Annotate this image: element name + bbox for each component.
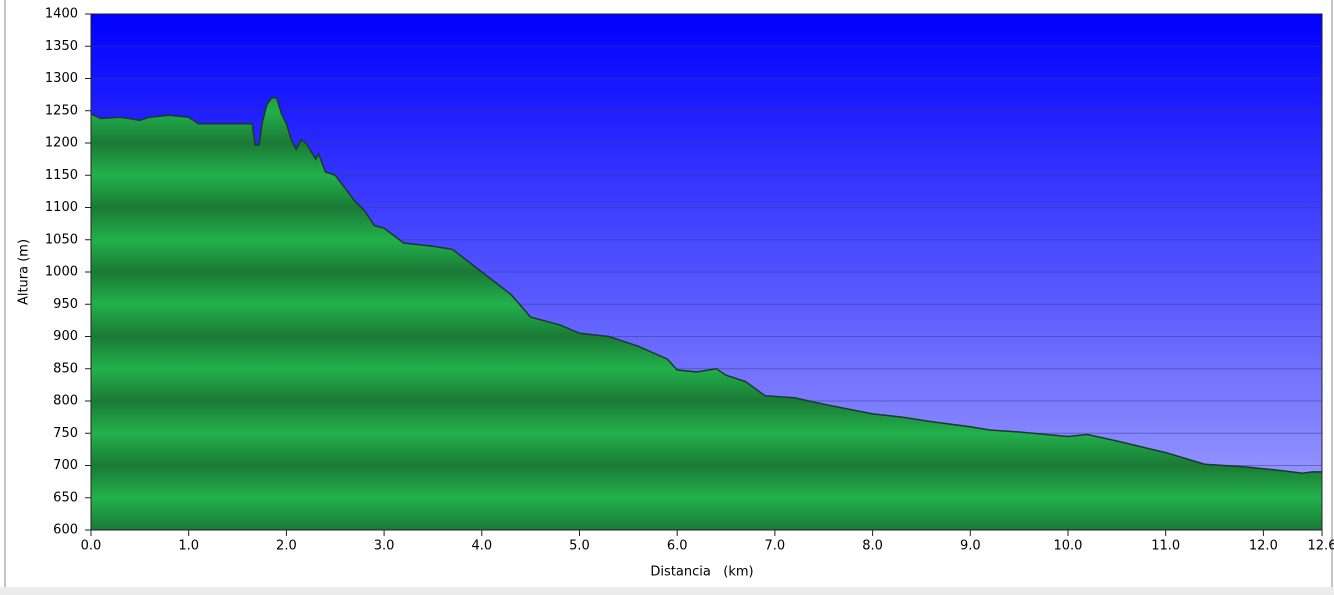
y-tick-label: 750 bbox=[53, 426, 78, 441]
y-tick-label: 900 bbox=[53, 329, 78, 344]
x-tick-label: 4.0 bbox=[471, 539, 492, 554]
y-tick-label: 1150 bbox=[45, 168, 78, 183]
y-tick-label: 1200 bbox=[45, 136, 78, 151]
x-tick-label: 9.0 bbox=[960, 539, 981, 554]
y-tick-label: 1100 bbox=[45, 200, 78, 215]
footer-strip bbox=[0, 587, 1334, 595]
x-tick-label: 6.0 bbox=[667, 539, 688, 554]
x-tick-label: 5.0 bbox=[569, 539, 590, 554]
y-tick-label: 1000 bbox=[45, 265, 78, 280]
y-axis-label: Altura (m) bbox=[17, 239, 32, 305]
x-tick-label: 12.6 bbox=[1308, 539, 1334, 554]
y-tick-label: 600 bbox=[53, 523, 78, 538]
x-tick-label: 11.0 bbox=[1151, 539, 1180, 554]
y-tick-label: 800 bbox=[53, 394, 78, 409]
x-tick-label: 2.0 bbox=[276, 539, 297, 554]
x-tick-label: 1.0 bbox=[178, 539, 199, 554]
x-tick-label: 10.0 bbox=[1054, 539, 1083, 554]
y-tick-label: 1400 bbox=[45, 7, 78, 22]
x-tick-label: 8.0 bbox=[862, 539, 883, 554]
terrain-area bbox=[91, 97, 1322, 531]
y-tick-label: 850 bbox=[53, 361, 78, 376]
elevation-line bbox=[90, 97, 1322, 474]
x-axis-label: Distancia (km) bbox=[650, 565, 753, 580]
y-tick-label: 650 bbox=[53, 490, 78, 505]
y-tick-label: 1250 bbox=[45, 103, 78, 118]
y-tick-label: 1050 bbox=[45, 232, 78, 247]
x-tick-label: 7.0 bbox=[765, 539, 786, 554]
y-tick-label: 700 bbox=[53, 458, 78, 473]
y-tick-label: 1300 bbox=[45, 71, 78, 86]
x-tick-label: 0.0 bbox=[81, 539, 102, 554]
x-tick-label: 3.0 bbox=[374, 539, 395, 554]
x-tick-label: 12.0 bbox=[1249, 539, 1278, 554]
y-tick-label: 1350 bbox=[45, 39, 78, 54]
y-tick-label: 950 bbox=[53, 297, 78, 312]
